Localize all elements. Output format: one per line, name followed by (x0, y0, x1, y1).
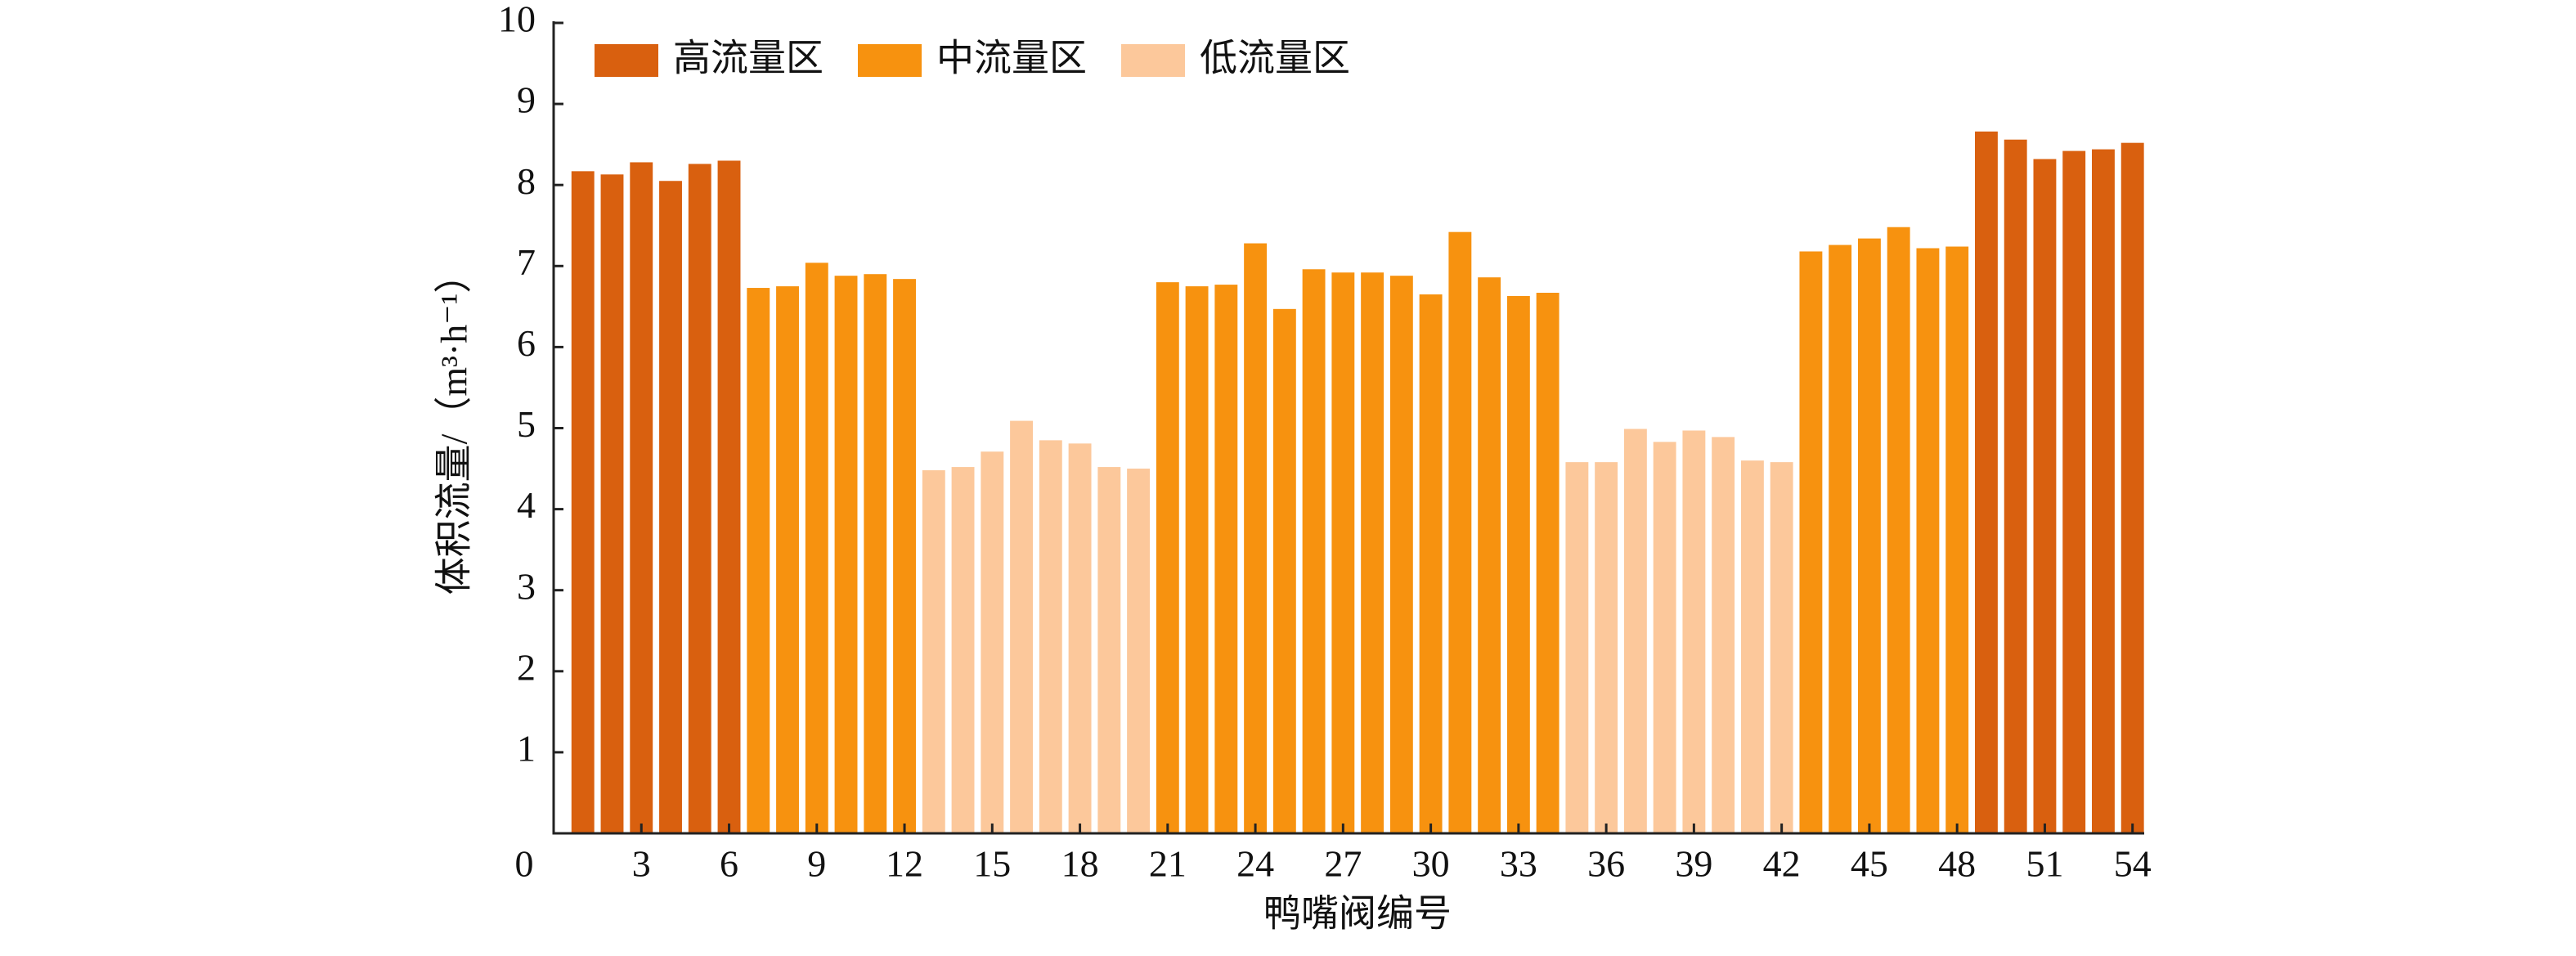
bar (2062, 150, 2086, 833)
bar (1974, 131, 1998, 833)
bar (805, 263, 828, 833)
bar (1389, 276, 1413, 833)
y-tick-label: 1 (517, 727, 536, 769)
x-tick-label: 39 (1675, 843, 1712, 885)
x-tick-label: 21 (1149, 843, 1187, 885)
bar (893, 279, 916, 833)
bar (834, 276, 858, 833)
bar (1740, 460, 1764, 833)
bar (659, 181, 682, 833)
bar (1829, 245, 1852, 833)
x-tick-label: 33 (1500, 843, 1537, 885)
x-tick-label: 48 (1938, 843, 1976, 885)
bar (1887, 227, 1910, 833)
y-tick-label: 8 (517, 160, 536, 202)
y-tick-label: 2 (517, 646, 536, 688)
bar (922, 470, 945, 833)
bar (1712, 437, 1735, 833)
bar (688, 164, 711, 833)
legend-label: 高流量区 (673, 38, 824, 79)
x-tick-label: 24 (1236, 843, 1274, 885)
bar (1214, 285, 1238, 833)
x-tick-label: 3 (632, 843, 651, 885)
bar (1156, 282, 1179, 833)
bar (1331, 272, 1355, 833)
y-tick-label: 5 (517, 403, 536, 445)
bar (1770, 462, 1793, 833)
legend-swatch (595, 44, 658, 77)
bar (1068, 443, 1092, 833)
x-tick-label: 9 (807, 843, 826, 885)
bar (1302, 269, 1326, 833)
legend-swatch (1121, 44, 1185, 77)
x-tick-label: 30 (1412, 843, 1450, 885)
x-tick-label: 42 (1763, 843, 1801, 885)
bar (981, 451, 1004, 833)
bar (1916, 248, 1940, 833)
bar (2004, 139, 2027, 834)
x-tick-label: 12 (886, 843, 923, 885)
x-tick-label: 15 (973, 843, 1011, 885)
x-tick-label: 6 (720, 843, 738, 885)
legend-label: 中流量区 (936, 38, 1087, 79)
bar (2092, 149, 2115, 833)
x-axis-label: 鸭嘴阀编号 (1263, 893, 1452, 935)
bar (1536, 293, 1560, 833)
bar (1623, 429, 1647, 833)
y-tick-label: 3 (517, 565, 536, 607)
y-tick-label: 10 (498, 0, 536, 40)
x-tick-label: 0 (515, 843, 534, 885)
bar (1097, 467, 1121, 833)
bar (1857, 238, 1881, 834)
bar (1653, 442, 1676, 833)
bar (1478, 277, 1501, 833)
bar (1127, 469, 1151, 833)
bar (1361, 272, 1384, 833)
bar (1448, 231, 1472, 834)
bar (1244, 243, 1268, 833)
bar (630, 162, 653, 833)
bar (1595, 462, 1618, 833)
bar (1799, 251, 1823, 833)
x-tick-label: 51 (2026, 843, 2063, 885)
bar (571, 171, 595, 833)
x-tick-label: 36 (1587, 843, 1625, 885)
bar (951, 467, 975, 833)
bar (600, 174, 624, 833)
bar (1039, 440, 1062, 833)
bar (1010, 420, 1034, 833)
bar (1185, 286, 1209, 833)
y-tick-label: 9 (517, 79, 536, 121)
x-tick-label: 18 (1061, 843, 1099, 885)
bar (776, 286, 799, 833)
bar (717, 160, 741, 834)
bar (2120, 142, 2144, 834)
bar (1565, 462, 1589, 833)
bar (2033, 159, 2057, 833)
bar (1272, 308, 1296, 833)
bar (864, 274, 887, 834)
legend-swatch (858, 44, 922, 77)
x-tick-label: 27 (1324, 843, 1362, 885)
bar (1682, 430, 1706, 833)
y-tick-label: 6 (517, 322, 536, 364)
y-tick-label: 4 (517, 484, 536, 526)
legend-label: 低流量区 (1200, 38, 1350, 79)
bar (747, 288, 770, 833)
y-tick-label: 7 (517, 241, 536, 283)
bar (1506, 295, 1530, 833)
y-axis-label: 体积流量/（m³·h⁻¹） (433, 256, 475, 595)
bar (1945, 246, 1969, 833)
bar (1419, 294, 1443, 833)
x-tick-label: 45 (1851, 843, 1888, 885)
x-tick-label: 54 (2114, 843, 2152, 885)
